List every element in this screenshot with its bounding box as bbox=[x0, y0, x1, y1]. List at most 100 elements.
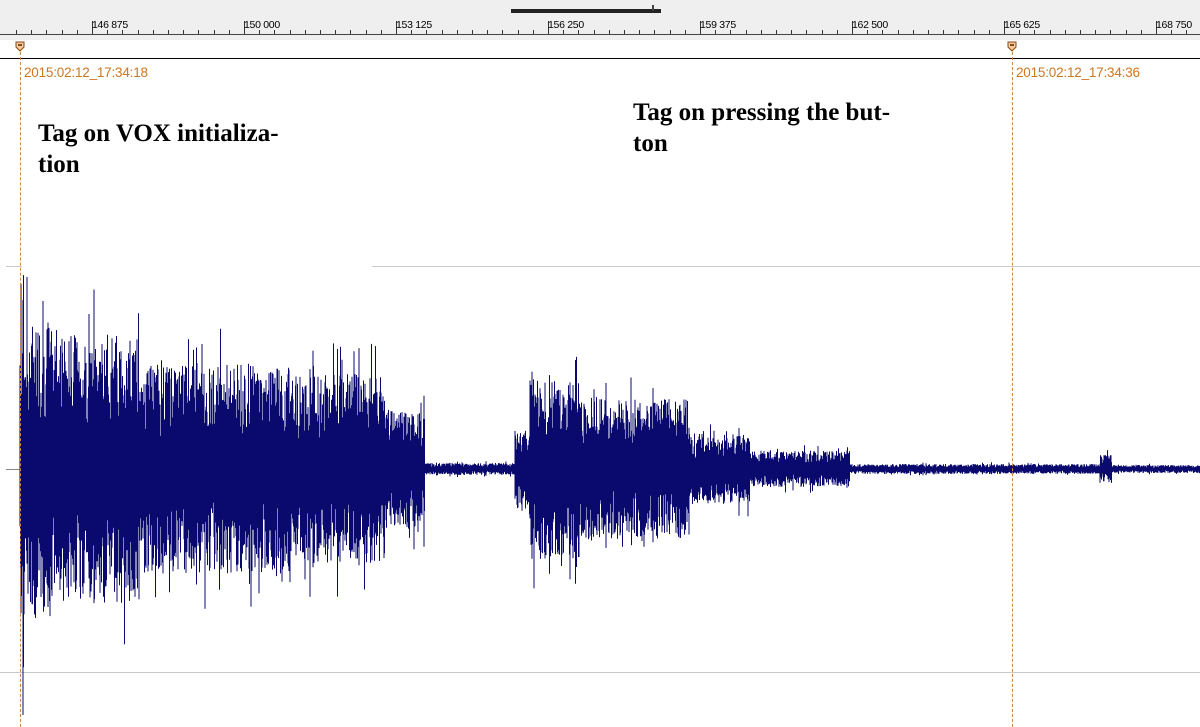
ruler-tick bbox=[350, 30, 351, 34]
tag-time-label: 2015:02:12_17:34:18 bbox=[24, 65, 148, 80]
ruler-tick bbox=[62, 30, 63, 34]
ruler-tick bbox=[1065, 30, 1066, 34]
ruler-tick bbox=[138, 30, 139, 34]
ruler-tick bbox=[746, 30, 747, 34]
ruler-tick bbox=[928, 30, 929, 34]
annotation-button: Tag on pressing the but- ton bbox=[633, 97, 993, 159]
ruler-tick bbox=[457, 30, 458, 34]
gridline-upper bbox=[372, 266, 1200, 267]
ruler-tick bbox=[366, 30, 367, 34]
ruler-tick bbox=[609, 30, 610, 34]
ruler-tick bbox=[122, 30, 123, 34]
ruler-tick bbox=[776, 30, 777, 34]
ruler-tick bbox=[487, 30, 488, 34]
timeline-ruler[interactable]: 146 875 150 000 153 125 156 250 159 375 … bbox=[0, 0, 1200, 40]
ruler-tick bbox=[958, 30, 959, 34]
tag-bar bbox=[0, 40, 1200, 59]
ruler-tick bbox=[624, 30, 625, 34]
ruler-tick bbox=[639, 30, 640, 34]
ruler-tick bbox=[92, 21, 93, 34]
annotation-vox: Tag on VOX initializa- tion bbox=[38, 118, 378, 180]
ruler-label: 153 125 bbox=[396, 19, 432, 31]
ruler-tick bbox=[183, 30, 184, 34]
ruler-tick bbox=[852, 21, 853, 34]
ruler-tick bbox=[700, 21, 701, 34]
ruler-tick bbox=[1034, 30, 1035, 34]
ruler-tick bbox=[502, 30, 503, 34]
ruler-tick bbox=[1004, 21, 1005, 34]
ruler-tick bbox=[563, 30, 564, 34]
tag-marker-icon[interactable] bbox=[15, 41, 25, 52]
ruler-tick bbox=[168, 30, 169, 34]
ruler-tick bbox=[1050, 30, 1051, 34]
ruler-tick bbox=[533, 30, 534, 34]
ruler-label: 165 625 bbox=[1004, 19, 1040, 31]
ruler-label: 168 750 bbox=[1156, 19, 1192, 31]
ruler-tick bbox=[259, 30, 260, 34]
ruler-tick bbox=[1141, 30, 1142, 34]
ruler-label: 146 875 bbox=[92, 19, 128, 31]
ruler-tick bbox=[396, 21, 397, 34]
ruler-tick bbox=[974, 30, 975, 34]
ruler-tick bbox=[274, 30, 275, 34]
annotation-vox-line1: Tag on VOX initializa- bbox=[38, 120, 279, 147]
ruler-tick bbox=[290, 30, 291, 34]
ruler-tick bbox=[305, 30, 306, 34]
ruler-tick bbox=[943, 30, 944, 34]
ruler-tick bbox=[411, 30, 412, 34]
ruler-tick bbox=[822, 30, 823, 34]
tag-marker-icon[interactable] bbox=[1007, 41, 1017, 52]
axis-tick-upper bbox=[6, 266, 22, 267]
tag-line-button bbox=[1012, 52, 1013, 727]
ruler-tick bbox=[1095, 30, 1096, 34]
ruler-tick bbox=[578, 30, 579, 34]
ruler-tick bbox=[791, 30, 792, 34]
ruler-tick bbox=[654, 30, 655, 34]
ruler-tick bbox=[472, 30, 473, 34]
ruler-tick bbox=[913, 30, 914, 34]
ruler-tick bbox=[214, 30, 215, 34]
ruler-tick bbox=[1171, 30, 1172, 34]
ruler-label: 159 375 bbox=[700, 19, 736, 31]
ruler-tick bbox=[1186, 30, 1187, 34]
ruler-tick bbox=[594, 30, 595, 34]
tag-time-label: 2015:02:12_17:34:36 bbox=[1016, 65, 1140, 80]
ruler-tick bbox=[1110, 30, 1111, 34]
ruler-tick bbox=[882, 30, 883, 34]
ruler-label: 162 500 bbox=[852, 19, 888, 31]
ruler-tick bbox=[229, 30, 230, 34]
ruler-tick bbox=[837, 30, 838, 34]
ruler-tick bbox=[244, 21, 245, 34]
ruler-tick bbox=[1019, 30, 1020, 34]
ruler-tick bbox=[548, 21, 549, 34]
axis-tick-center bbox=[6, 469, 22, 470]
ruler-tick bbox=[107, 30, 108, 34]
ruler-tick bbox=[442, 30, 443, 34]
waveform-trace bbox=[19, 275, 1200, 715]
ruler-tick bbox=[335, 30, 336, 34]
annotation-button-line2: ton bbox=[633, 130, 668, 157]
ruler-tick bbox=[1126, 30, 1127, 34]
ruler-tick bbox=[1156, 21, 1157, 34]
ruler-tick bbox=[806, 30, 807, 34]
ruler-label: 156 250 bbox=[548, 19, 584, 31]
ruler-tick bbox=[77, 30, 78, 34]
gridline-lower bbox=[0, 672, 1200, 673]
annotation-vox-line2: tion bbox=[38, 151, 80, 178]
ruler-scroll-thumb-end bbox=[652, 5, 654, 11]
ruler-tick bbox=[518, 30, 519, 34]
ruler-tick bbox=[715, 30, 716, 34]
ruler-tick bbox=[1080, 30, 1081, 34]
ruler-label: 150 000 bbox=[244, 19, 280, 31]
ruler-tick bbox=[426, 30, 427, 34]
ruler-tick bbox=[670, 30, 671, 34]
ruler-tick bbox=[761, 30, 762, 34]
ruler-tick bbox=[898, 30, 899, 34]
tag-line-vox bbox=[20, 52, 21, 727]
ruler-tick bbox=[153, 30, 154, 34]
annotation-button-line1: Tag on pressing the but- bbox=[633, 99, 891, 126]
ruler-scroll-thumb[interactable] bbox=[511, 9, 661, 13]
ruler-tick bbox=[730, 30, 731, 34]
ruler-tick bbox=[31, 30, 32, 34]
